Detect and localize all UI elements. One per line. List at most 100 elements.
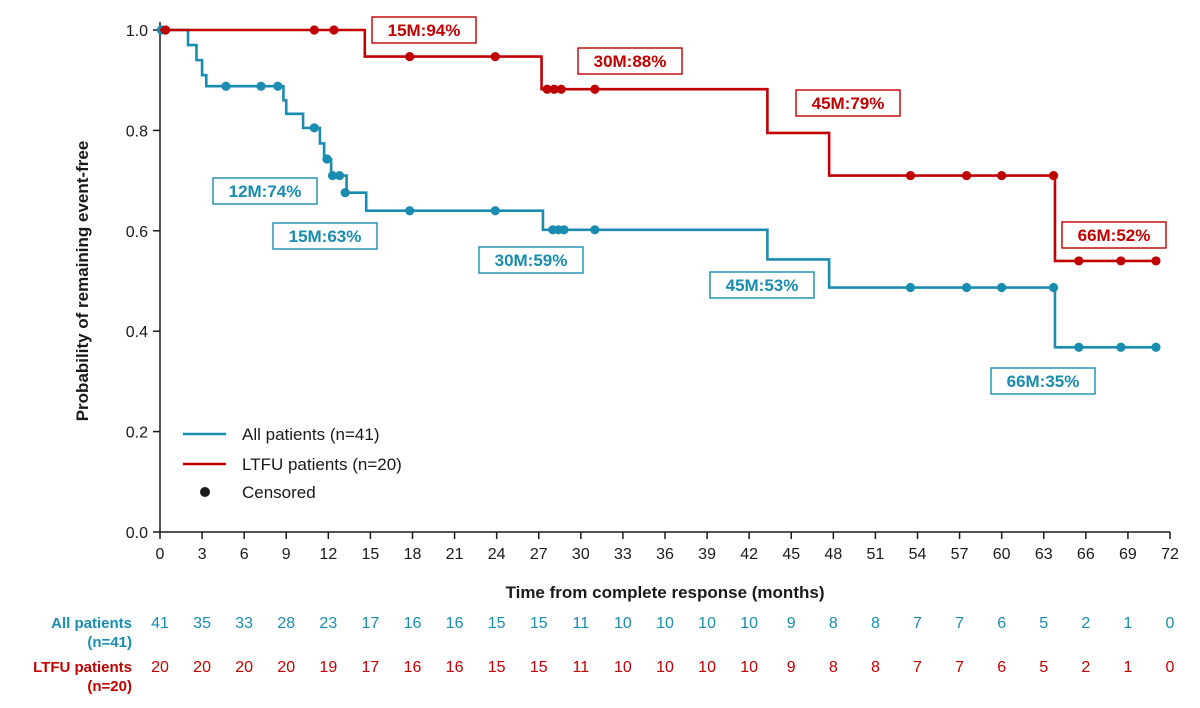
risk-value-ltfu: 10: [614, 659, 632, 676]
y-tick-label: 0.8: [126, 123, 148, 140]
legend-label-ltfu: LTFU patients (n=20): [242, 455, 402, 474]
risk-value-ltfu: 9: [787, 659, 796, 676]
risk-value-all: 10: [740, 615, 758, 632]
censor-marker-all: [590, 225, 600, 235]
x-tick-label: 9: [282, 546, 291, 563]
x-tick-label: 21: [446, 546, 464, 563]
risk-value-ltfu: 8: [871, 659, 880, 676]
x-tick-label: 15: [362, 546, 380, 563]
risk-row-label-all: All patients: [51, 615, 132, 632]
x-tick-label: 45: [782, 546, 800, 563]
x-tick-label: 39: [698, 546, 716, 563]
risk-value-all: 16: [404, 615, 422, 632]
annotation-label-ltfu: 45M:79%: [812, 94, 885, 113]
x-tick-label: 27: [530, 546, 548, 563]
risk-value-ltfu: 7: [955, 659, 964, 676]
censor-marker-all: [1116, 342, 1126, 352]
risk-value-all: 6: [997, 615, 1006, 632]
risk-value-ltfu: 1: [1123, 659, 1132, 676]
risk-value-all: 7: [955, 615, 964, 632]
risk-value-all: 28: [277, 615, 295, 632]
annotation-box-all: [272, 222, 378, 250]
risk-row-label-n-all: (n=41): [87, 634, 132, 651]
risk-value-all: 10: [614, 615, 632, 632]
censor-marker-ltfu: [1151, 256, 1161, 266]
censor-marker-ltfu: [309, 25, 319, 35]
annotation-box-ltfu: [577, 47, 683, 75]
risk-value-all: 15: [488, 615, 506, 632]
risk-value-all: 1: [1123, 615, 1132, 632]
risk-value-ltfu: 8: [829, 659, 838, 676]
risk-value-ltfu: 10: [656, 659, 674, 676]
y-tick-label: 1.0: [126, 23, 148, 40]
censor-marker-ltfu: [329, 25, 339, 35]
risk-value-all: 8: [829, 615, 838, 632]
x-tick-label: 18: [404, 546, 422, 563]
censor-marker-all: [1048, 282, 1059, 293]
annotation-box-ltfu: [1061, 221, 1167, 249]
risk-value-ltfu: 20: [151, 659, 169, 676]
risk-row-label-ltfu: LTFU patients: [33, 659, 132, 676]
risk-value-ltfu: 19: [319, 659, 337, 676]
risk-value-ltfu: 15: [530, 659, 548, 676]
x-tick-label: 24: [488, 546, 506, 563]
censor-marker-ltfu: [490, 52, 500, 62]
annotations-layer: 12M:74% 15M:63% 30M:59% 45M:53% 66M:35% 15M:9…: [212, 16, 1167, 395]
risk-value-all: 17: [362, 615, 380, 632]
censor-marker-all: [961, 282, 972, 293]
annotation-box-all: [478, 246, 584, 274]
censor-marker-all: [905, 282, 916, 293]
x-tick-label: 69: [1119, 546, 1137, 563]
x-tick-label: 30: [572, 546, 590, 563]
legend-censored-marker: [200, 487, 210, 497]
risk-value-ltfu: 10: [698, 659, 716, 676]
risk-value-all: 33: [235, 615, 253, 632]
annotation-box-ltfu: [371, 16, 477, 44]
censor-marker-ltfu: [542, 84, 552, 94]
risk-value-ltfu: 20: [235, 659, 253, 676]
y-tick-label: 0.4: [126, 324, 148, 341]
risk-value-all: 41: [151, 615, 169, 632]
censor-marker-ltfu: [590, 84, 600, 94]
series-line-all: [160, 28, 1156, 349]
x-tick-label: 63: [1035, 546, 1053, 563]
x-axis-title: Time from complete response (months): [506, 583, 825, 602]
x-tick-label: 48: [824, 546, 842, 563]
censor-marker-all: [559, 225, 569, 235]
axes: 0 3 6 9 12 15 18 21 24 27 30 33 36 39 42 45 48 51 54 57 60 63…: [73, 22, 1179, 602]
y-tick-label: 0.0: [126, 525, 148, 542]
risk-value-all: 15: [530, 615, 548, 632]
risk-value-ltfu: 20: [277, 659, 295, 676]
risk-value-all: 2: [1081, 615, 1090, 632]
censor-marker-all: [334, 170, 345, 181]
censor-marker-all: [340, 188, 350, 198]
censor-marker-ltfu: [1074, 256, 1084, 266]
risk-row-label-n-ltfu: (n=20): [87, 678, 132, 695]
censor-marker-all: [490, 206, 500, 216]
annotation-label-ltfu: 66M:52%: [1078, 226, 1151, 245]
x-tick-label: 0: [156, 546, 165, 563]
censor-marker-ltfu: [549, 84, 559, 94]
risk-value-ltfu: 15: [488, 659, 506, 676]
risk-value-ltfu: 2: [1081, 659, 1090, 676]
annotation-label-ltfu: 15M:94%: [388, 21, 461, 40]
risk-value-all: 23: [319, 615, 337, 632]
risk-value-all: 0: [1166, 615, 1175, 632]
censor-marker-all: [1074, 342, 1084, 352]
x-tick-label: 66: [1077, 546, 1095, 563]
censor-marker-ltfu: [961, 170, 972, 181]
censor-marker-all: [997, 282, 1007, 293]
risk-value-all: 9: [787, 615, 796, 632]
risk-value-ltfu: 0: [1166, 659, 1175, 676]
risk-value-ltfu: 6: [997, 659, 1006, 676]
censor-marker-ltfu: [997, 170, 1007, 181]
censor-marker-ltfu: [405, 52, 415, 62]
annotation-label-all: 15M:63%: [289, 227, 362, 246]
risk-value-ltfu: 20: [193, 659, 211, 676]
censor-marker-all: [256, 81, 266, 91]
censor-marker-ltfu: [1048, 170, 1059, 181]
censor-marker-all: [273, 81, 283, 91]
legend-label-censored: Censored: [242, 483, 316, 502]
annotation-label-ltfu: 30M:88%: [594, 52, 667, 71]
